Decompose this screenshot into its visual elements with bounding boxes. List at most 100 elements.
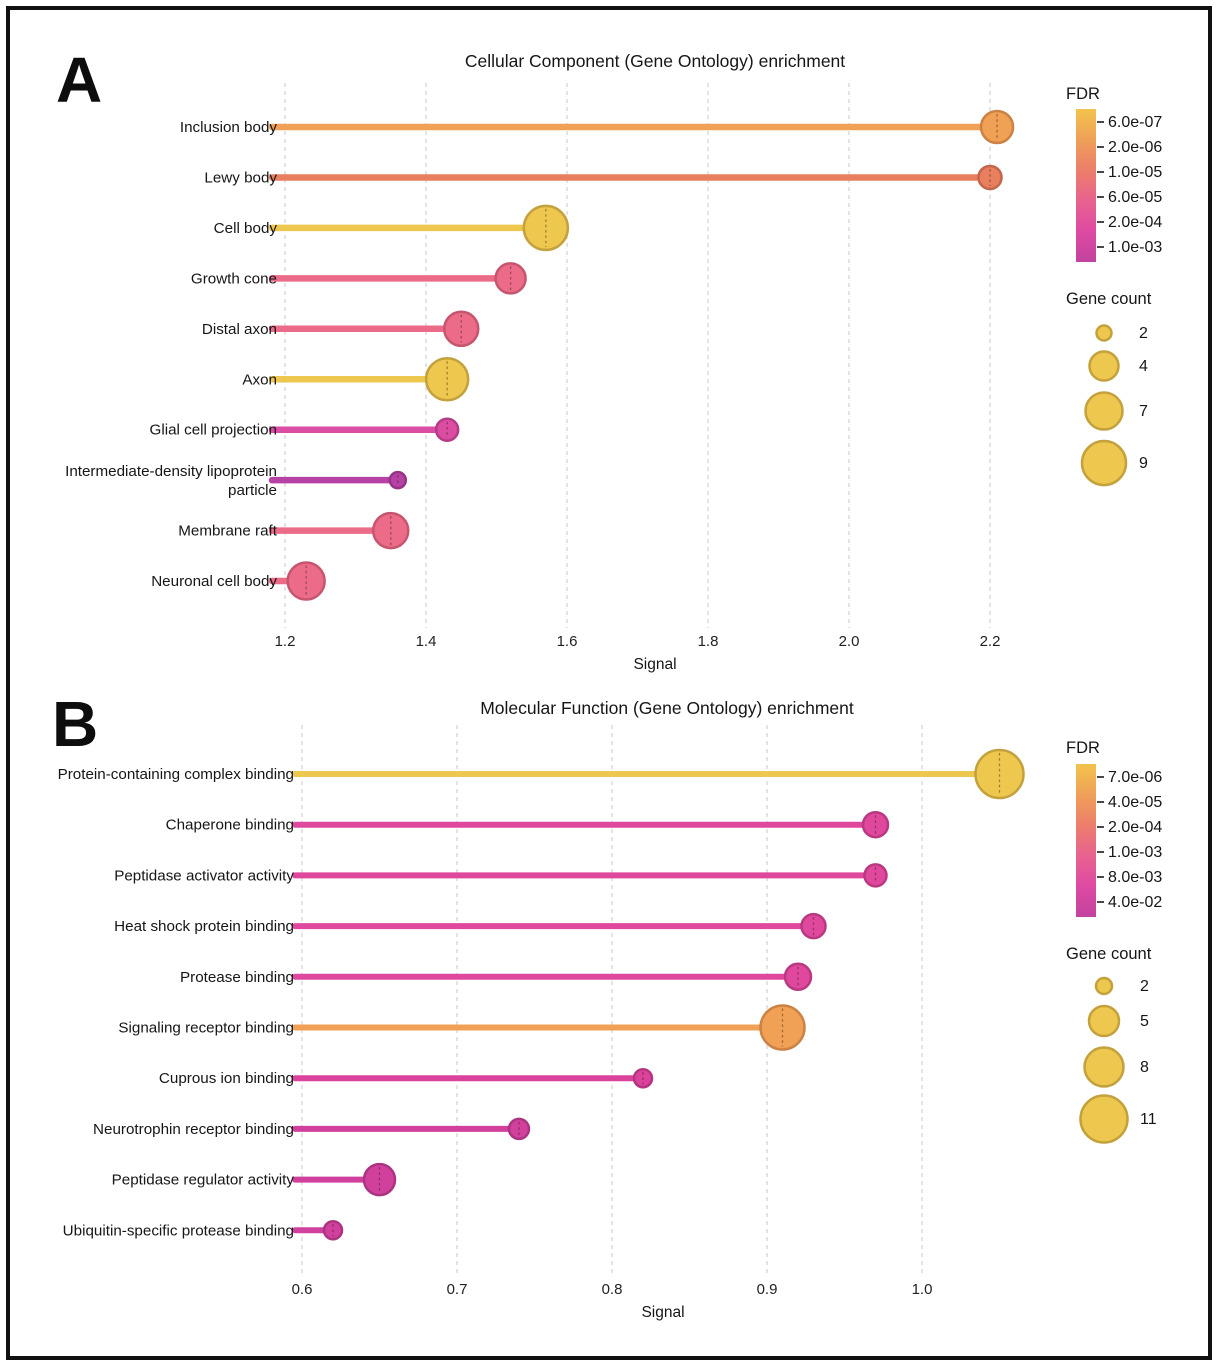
gene-count-label: 11 — [1140, 1111, 1157, 1128]
panel-a-label: A — [56, 44, 102, 116]
lollipop-dot — [286, 561, 326, 601]
lollipop-dot — [863, 863, 888, 888]
lollipop-dot — [977, 164, 1003, 191]
category-label: Axon — [242, 371, 277, 388]
gene-count-bubble — [1095, 324, 1113, 342]
fdr-tick-label: 1.0e-03 — [1108, 239, 1162, 256]
lollipop-dot — [979, 109, 1015, 145]
lollipop-row: Growth cone — [191, 262, 527, 295]
x-axis-tick-label: 0.7 — [447, 1281, 468, 1298]
x-axis-tick-label: 0.8 — [602, 1281, 623, 1298]
lollipop-dot — [632, 1067, 654, 1089]
lollipop-row: Neurotrophin receptor binding — [93, 1117, 531, 1141]
fdr-tick-label: 2.0e-06 — [1108, 139, 1162, 156]
gene-count-label: 8 — [1140, 1059, 1149, 1076]
fdr-colorbar — [1076, 764, 1096, 917]
gene-count-label: 7 — [1139, 403, 1148, 420]
category-label: Protein-containing complex binding — [58, 766, 294, 783]
gene-count-label: 5 — [1140, 1013, 1149, 1030]
category-label: Neuronal cell body — [151, 573, 277, 590]
gene-count-legend-title: Gene count — [1066, 945, 1152, 963]
category-label: Distal axon — [202, 321, 277, 338]
lollipop-row: Cell body — [214, 204, 570, 252]
lollipop-dot — [759, 1004, 806, 1051]
category-label: Peptidase regulator activity — [112, 1172, 295, 1189]
lollipop-dot — [362, 1162, 397, 1197]
lollipop-dot — [800, 912, 827, 940]
cellular-component-lollipop-chart: 1.2 1.4 1.6 1.8 2.0 2.2 Cellular Component (Ge… — [65, 51, 1162, 673]
category-label: Peptidase activator activity — [114, 867, 294, 884]
lollipop-dot — [507, 1117, 531, 1141]
fdr-tick-label: 1.0e-05 — [1108, 164, 1162, 181]
fdr-colorbar — [1076, 109, 1096, 262]
lollipop-row: Distal axon — [202, 310, 480, 348]
category-label: Signaling receptor binding — [118, 1020, 294, 1037]
fdr-legend-title: FDR — [1066, 85, 1100, 103]
gene-count-bubble — [1088, 350, 1120, 382]
chart-title: Molecular Function (Gene Ontology) enric… — [480, 698, 854, 718]
lollipop-row: Peptidase regulator activity — [112, 1162, 397, 1197]
lollipop-row: Lewy body — [204, 164, 1003, 191]
category-label: Ubiquitin-specific protease binding — [63, 1222, 294, 1239]
fdr-tick-label: 8.0e-03 — [1108, 869, 1162, 886]
molecular-function-lollipop-chart: 0.6 0.7 0.8 0.9 1.0 Molecular Function (Gene … — [58, 698, 1163, 1321]
x-axis-tick-label: 1.6 — [557, 633, 578, 650]
fdr-tick-label: 2.0e-04 — [1108, 819, 1162, 836]
x-axis-tick-label: 1.2 — [275, 633, 296, 650]
category-label: Cell body — [214, 220, 278, 237]
x-axis-label: Signal — [633, 656, 676, 673]
category-label: Cuprous ion binding — [159, 1070, 294, 1087]
lollipop-row: Glial cell projection — [150, 417, 460, 442]
lollipop-row: Inclusion body — [180, 109, 1015, 145]
category-label: Growth cone — [191, 270, 277, 287]
gene-count-bubble — [1087, 1004, 1121, 1038]
category-label: Lewy body — [204, 169, 277, 186]
lollipop-row: Heat shock protein binding — [114, 912, 827, 940]
gene-count-bubble — [1084, 391, 1124, 431]
gene-count-bubble — [1094, 976, 1114, 996]
fdr-tick-label: 6.0e-07 — [1108, 114, 1162, 131]
panel-b-label: B — [52, 688, 98, 760]
gene-count-legend: Gene count 2 4 7 9 — [1066, 290, 1152, 487]
x-axis-tick-label: 0.6 — [292, 1281, 313, 1298]
category-label: Heat shock protein binding — [114, 918, 294, 935]
fdr-legend: FDR 7.0e-06 4.0e-05 2.0e-04 1.0e-03 8.0e-03 4.… — [1066, 739, 1162, 917]
x-axis-tick-label: 1.8 — [698, 633, 719, 650]
fdr-tick-label: 4.0e-02 — [1108, 894, 1162, 911]
lollipop-dot — [783, 962, 813, 992]
fdr-tick-label: 7.0e-06 — [1108, 769, 1162, 786]
gene-count-legend-title: Gene count — [1066, 290, 1152, 308]
x-axis-tick-label: 0.9 — [757, 1281, 778, 1298]
gridlines: 1.2 1.4 1.6 1.8 2.0 2.2 — [275, 83, 1000, 650]
lollipop-dot — [388, 470, 408, 490]
gene-count-label: 2 — [1139, 325, 1148, 342]
x-axis-tick-label: 2.0 — [839, 633, 860, 650]
gene-count-label: 4 — [1139, 358, 1148, 375]
lollipop-row: Neuronal cell body — [151, 561, 326, 601]
gene-count-label: 2 — [1140, 978, 1149, 995]
chart-title: Cellular Component (Gene Ontology) enric… — [465, 51, 845, 71]
lollipop-dot — [522, 204, 570, 252]
lollipop-row: Protein-containing complex binding — [58, 748, 1025, 800]
lollipop-row: Ubiquitin-specific protease binding — [63, 1220, 344, 1241]
x-axis-tick-label: 1.0 — [912, 1281, 933, 1298]
gene-count-bubble — [1083, 1046, 1125, 1088]
category-label: Glial cell projection — [150, 422, 277, 439]
lollipop-row: Chaperone binding — [166, 810, 890, 839]
lollipop-row: Axon — [242, 357, 470, 402]
lollipop-row: Peptidase activator activity — [114, 863, 888, 888]
x-axis-tick-label: 1.4 — [416, 633, 437, 650]
lollipop-row: Membrane raft — [178, 511, 410, 550]
lollipop-row: Cuprous ion binding — [159, 1067, 654, 1089]
fdr-tick-label: 4.0e-05 — [1108, 794, 1162, 811]
category-label: Chaperone binding — [166, 817, 294, 834]
category-label: Membrane raft — [178, 523, 278, 540]
lollipop-row: Signaling receptor binding — [118, 1004, 806, 1051]
category-label: Inclusion body — [180, 119, 278, 136]
fdr-legend-title: FDR — [1066, 739, 1100, 757]
fdr-tick-label: 6.0e-05 — [1108, 189, 1162, 206]
gene-count-label: 9 — [1139, 455, 1148, 472]
gridlines: 0.6 0.7 0.8 0.9 1.0 — [292, 725, 933, 1298]
category-label: Intermediate-density lipoprotein particle — [65, 463, 277, 499]
